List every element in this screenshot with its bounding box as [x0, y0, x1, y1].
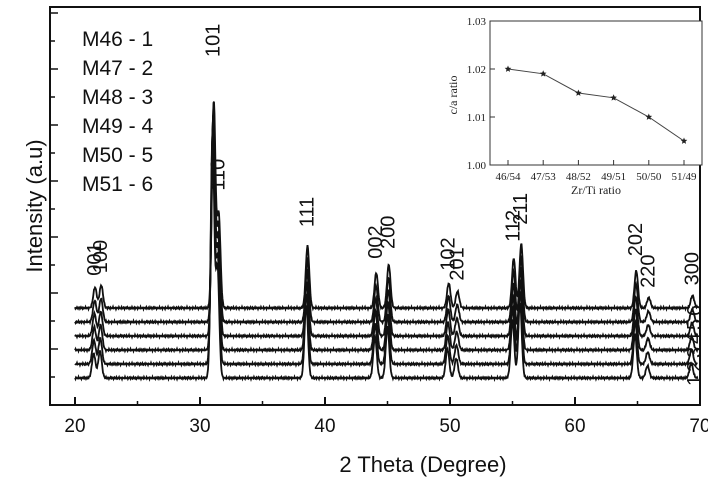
- peak-label: 102: [438, 237, 460, 270]
- legend-entry: M46 - 1: [82, 28, 153, 51]
- inset-frame: [489, 20, 703, 166]
- inset-y-tick-label: 1.02: [467, 64, 486, 76]
- inset-data-point-star: [539, 70, 547, 77]
- legend-entry: M49 - 4: [82, 115, 154, 138]
- peak-label: 111: [296, 197, 318, 227]
- legend-entry: M51 - 6: [82, 173, 153, 196]
- legend-entry: M47 - 2: [82, 57, 153, 80]
- xrd-series-line: [74, 105, 699, 326]
- inset-y-tick-label: 1.01: [467, 112, 486, 124]
- curve-number-label: 5: [684, 319, 706, 330]
- peak-label: 110: [208, 159, 230, 191]
- curve-number-label: 6: [684, 305, 706, 316]
- inset-data-point-star: [645, 113, 653, 120]
- inset-data-point-star: [504, 65, 512, 72]
- peak-label: 300: [681, 252, 703, 285]
- inset-x-tick-label: 47/53: [531, 171, 557, 183]
- curve-number-label: 3: [684, 347, 706, 358]
- y-axis-title: Intensity (a.u): [22, 139, 47, 272]
- xrd-curves: [74, 101, 699, 382]
- peak-label: 112: [503, 210, 525, 242]
- x-axis-title: 2 Theta (Degree): [339, 452, 506, 477]
- inset-data-point-star: [575, 89, 582, 96]
- peak-label: 002: [365, 225, 387, 258]
- peak-label: 211: [510, 193, 532, 225]
- peak-label: 001: [84, 242, 106, 275]
- inset-series-line: [507, 68, 685, 142]
- peak-label: 101: [203, 24, 225, 57]
- inset-data-point-star: [680, 137, 688, 144]
- y-axis-ticks: [50, 12, 58, 378]
- inset-chart: 1.00 1.01 1.02 1.03 46/54 47/53 48/52 49/51 50/5…: [446, 16, 703, 197]
- peak-label: 200: [378, 216, 400, 249]
- plot-frame: [49, 6, 701, 406]
- peak-label: 100: [90, 240, 112, 273]
- curve-number-label: 4: [684, 333, 706, 344]
- peak-label: 202: [625, 223, 647, 256]
- x-tick-label: 60: [564, 416, 585, 437]
- inset-x-tick-label: 48/52: [566, 171, 591, 183]
- inset-x-tick-label: 50/50: [636, 171, 662, 183]
- x-tick-label: 20: [64, 416, 85, 437]
- inset-plot: 1.00 1.01 1.02 1.03 46/54 47/53 48/52 49/51 50/5…: [467, 16, 697, 183]
- x-axis: 20 30 40 50 60 70: [64, 397, 708, 437]
- inset-y-tick-label: 1.00: [467, 160, 487, 172]
- peak-label: 220: [638, 255, 660, 288]
- curve-number-label: 2: [684, 361, 706, 372]
- x-tick-label: 50: [439, 416, 460, 437]
- inset-x-tick-label: 51/49: [671, 171, 697, 183]
- legend-entry: M50 - 5: [82, 144, 153, 167]
- inset-y-axis-title: c/a ratio: [446, 76, 460, 115]
- inset-x-axis-title: Zr/Ti ratio: [571, 183, 621, 197]
- inset-x-tick-label: 49/51: [601, 171, 626, 183]
- legend: M46 - 1 M47 - 2 M48 - 3 M49 - 4 M50 - 5 …: [82, 28, 154, 196]
- x-tick-label: 30: [189, 416, 210, 437]
- legend-entry: M48 - 3: [82, 86, 153, 109]
- inset-x-tick-label: 46/54: [495, 171, 521, 183]
- peak-label: 201: [446, 247, 468, 280]
- inset-data-point-star: [610, 94, 617, 101]
- x-tick-label: 40: [314, 416, 335, 437]
- xrd-series-line: [74, 101, 699, 312]
- curve-number-label: 1: [684, 375, 706, 386]
- inset-y-tick-label: 1.03: [467, 16, 487, 28]
- curve-number-labels: 1 2 3 4 5 6: [684, 305, 706, 386]
- x-tick-label: 70: [689, 416, 708, 437]
